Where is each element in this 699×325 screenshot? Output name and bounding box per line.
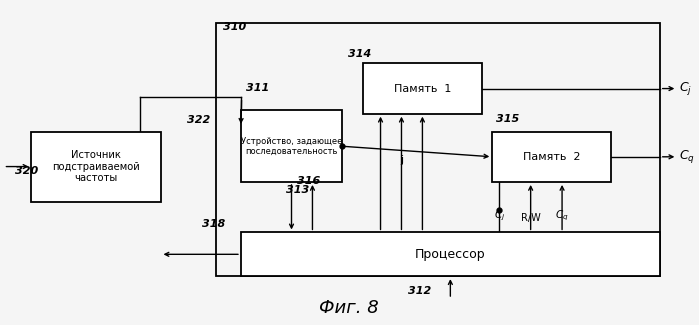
Text: Процессор: Процессор xyxy=(415,248,486,261)
Text: Источник
подстраиваемой
частоты: Источник подстраиваемой частоты xyxy=(52,150,140,183)
Text: Память  1: Память 1 xyxy=(394,84,451,94)
Text: 315: 315 xyxy=(496,114,519,124)
Bar xyxy=(31,132,161,202)
Text: 322: 322 xyxy=(187,115,210,125)
Text: 314: 314 xyxy=(347,49,371,58)
Text: $C_j$: $C_j$ xyxy=(493,208,505,223)
Text: $C_q$: $C_q$ xyxy=(679,148,695,165)
Bar xyxy=(241,232,660,276)
Bar xyxy=(241,111,342,182)
Text: 311: 311 xyxy=(247,83,270,93)
Text: Память  2: Память 2 xyxy=(523,152,580,162)
Text: 310: 310 xyxy=(224,22,247,32)
Text: $C_q$: $C_q$ xyxy=(555,208,569,223)
Bar xyxy=(492,132,611,182)
Bar xyxy=(217,23,660,276)
Text: R/W: R/W xyxy=(521,213,540,223)
Bar xyxy=(363,63,482,114)
Text: Устройство, задающее
последовательность: Устройство, задающее последовательность xyxy=(241,136,343,156)
Text: Фиг. 8: Фиг. 8 xyxy=(319,299,379,317)
Text: $C_j$: $C_j$ xyxy=(679,80,692,97)
Text: 316: 316 xyxy=(297,176,320,186)
Text: 320: 320 xyxy=(15,166,38,176)
Text: 318: 318 xyxy=(203,219,226,229)
Text: j: j xyxy=(400,155,403,165)
Text: 312: 312 xyxy=(408,286,432,296)
Text: 313: 313 xyxy=(287,185,310,195)
